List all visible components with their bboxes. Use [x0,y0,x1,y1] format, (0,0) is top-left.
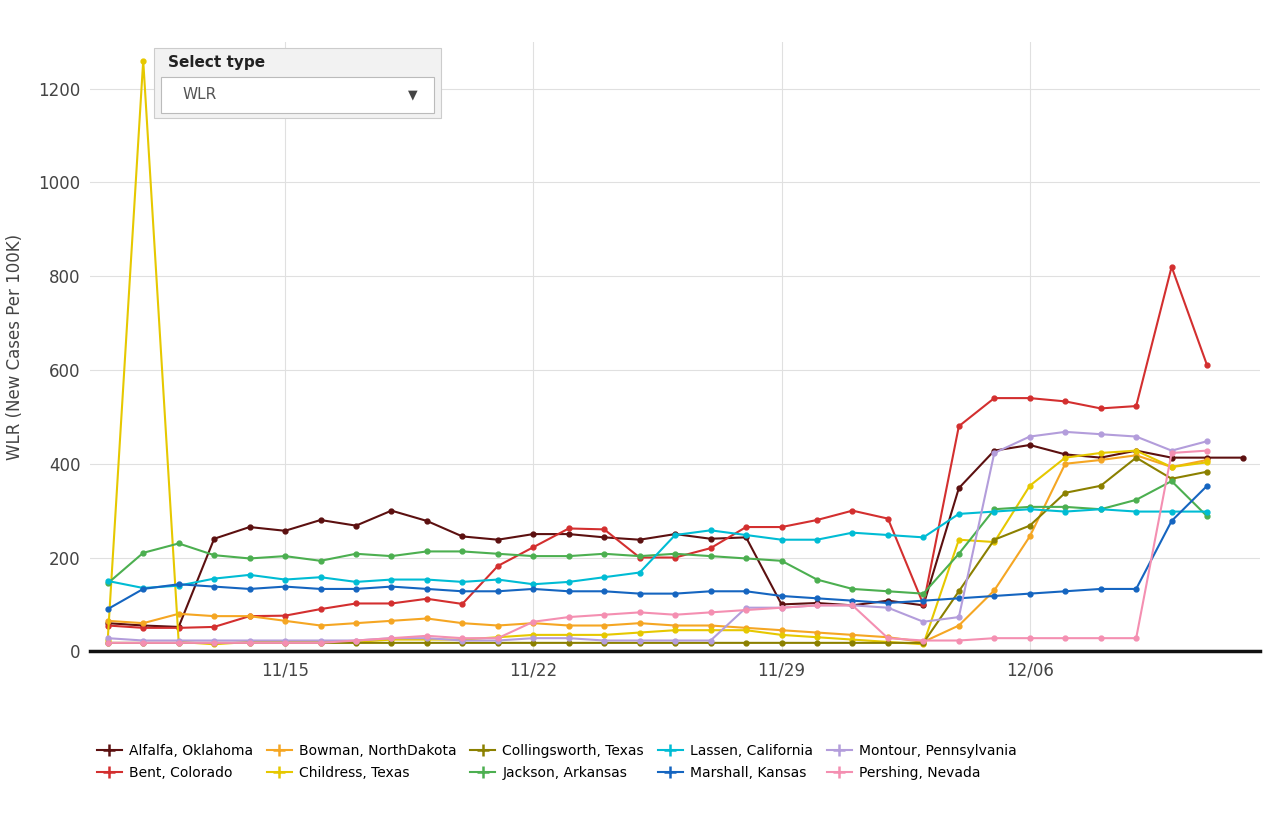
Text: ▼: ▼ [408,89,418,101]
Text: WLR: WLR [183,88,217,103]
Text: Select type: Select type [168,55,265,70]
FancyBboxPatch shape [154,48,441,118]
FancyBboxPatch shape [162,77,435,113]
Y-axis label: WLR (New Cases Per 100K): WLR (New Cases Per 100K) [6,234,24,459]
Legend: Alfalfa, Oklahoma, Bent, Colorado, Bowman, NorthDakota, Childress, Texas, Collin: Alfalfa, Oklahoma, Bent, Colorado, Bowma… [96,744,1016,780]
